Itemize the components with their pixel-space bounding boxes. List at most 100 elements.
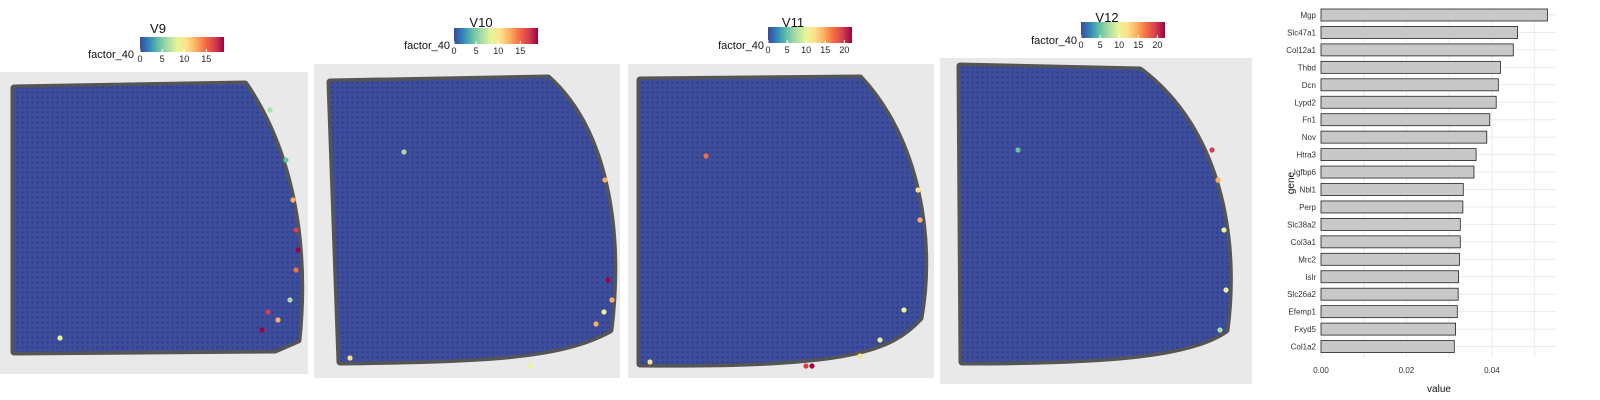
spot-grid — [640, 78, 925, 365]
hot-spot — [401, 149, 407, 155]
bar — [1320, 113, 1491, 127]
panel-v11: V11 factor_40 0 5 10 15 20 — [628, 15, 934, 378]
colorbar-tick-label: 5 — [1098, 40, 1103, 50]
hot-spot — [1015, 147, 1021, 153]
spot-grid — [14, 84, 301, 352]
y-tick-label: Slc38a2 — [1287, 220, 1316, 229]
bar — [1320, 200, 1464, 214]
colorbar-legend: 0 5 10 15 20 — [765, 27, 852, 55]
panel-title: V10 — [469, 15, 492, 30]
hot-spot — [293, 227, 299, 233]
bar — [1320, 43, 1514, 57]
y-axis-label: gene — [1286, 171, 1297, 194]
hot-spot — [265, 309, 271, 315]
hot-spot — [901, 307, 907, 313]
gene-loading-bar-chart: Mgp Slc47a1 Col12a1 Thbd Dcn Lypd2 Fn1 Nov Htra3… — [1286, 8, 1556, 395]
colorbar-tick-label: 10 — [1114, 40, 1124, 50]
hot-spot — [287, 297, 293, 303]
colorbar-tick-label: 20 — [1152, 40, 1162, 50]
colorbar-legend: 0 5 10 15 20 — [1078, 22, 1165, 50]
bar — [1320, 322, 1456, 336]
spot-grid — [330, 78, 614, 362]
bar — [1320, 252, 1460, 266]
y-tick-label: Lypd2 — [1295, 98, 1317, 107]
y-tick-label: Col12a1 — [1286, 46, 1316, 55]
hot-spot — [1221, 227, 1227, 233]
hot-spot — [283, 157, 289, 163]
hot-spot — [259, 327, 265, 333]
hot-spot — [1217, 327, 1223, 333]
bar — [1320, 287, 1459, 301]
tissue-slice — [628, 64, 934, 378]
bar — [1320, 235, 1461, 249]
colorbar-tick-label: 0 — [1078, 40, 1083, 50]
hot-spot — [593, 321, 599, 327]
y-tick-label: Perp — [1299, 203, 1316, 212]
hot-spot — [857, 353, 863, 359]
x-axis-label: value — [1427, 384, 1451, 395]
hot-spot — [602, 177, 608, 183]
colorbar-tick-label: 15 — [201, 54, 211, 64]
tissue-slice — [0, 72, 308, 374]
panel-title: V9 — [150, 21, 166, 36]
x-tick-labels: 0.00 0.02 0.04 — [1313, 366, 1500, 375]
hot-spot — [647, 359, 653, 365]
bar — [1320, 165, 1475, 179]
y-tick-label: Col3a1 — [1291, 238, 1317, 247]
hot-spot — [809, 363, 815, 369]
y-tick-label: Slc26a2 — [1287, 290, 1316, 299]
colorbar-tick-label: 15 — [820, 45, 830, 55]
y-tick-label: Htra3 — [1296, 151, 1316, 160]
y-tick-label: Slc47a1 — [1287, 28, 1316, 37]
bars — [1320, 8, 1548, 353]
bar — [1320, 340, 1455, 353]
hot-spot — [267, 107, 273, 113]
hot-spot — [290, 197, 296, 203]
bar — [1320, 95, 1497, 109]
colorbar-tick-label: 0 — [765, 45, 770, 55]
bar — [1320, 8, 1548, 22]
colorbar-tick-label: 15 — [515, 46, 525, 56]
hot-spot — [295, 247, 301, 253]
hot-spot — [877, 337, 883, 343]
y-tick-label: Nbl1 — [1300, 186, 1317, 195]
hot-spot — [1209, 147, 1215, 153]
y-tick-label: Fn1 — [1302, 116, 1316, 125]
tissue-slice — [940, 58, 1252, 384]
colorbar — [1081, 22, 1165, 38]
bar — [1320, 270, 1459, 284]
legend-label: factor_40 — [1031, 35, 1077, 47]
colorbar-tick-label: 15 — [1133, 40, 1143, 50]
colorbar-legend: 0 5 10 15 — [137, 37, 224, 64]
tissue-slice — [314, 64, 620, 378]
colorbar-tick-label: 10 — [493, 46, 503, 56]
colorbar — [768, 27, 852, 43]
colorbar-tick-label: 5 — [160, 54, 165, 64]
hot-spot — [57, 335, 63, 341]
panel-v9: V9 factor_40 0 5 10 15 — [0, 21, 308, 374]
spot-grid — [960, 66, 1230, 362]
hot-spot — [917, 217, 923, 223]
y-tick-label: Efemp1 — [1288, 308, 1316, 317]
hot-spot — [293, 267, 299, 273]
colorbar-tick-label: 5 — [474, 46, 479, 56]
bar — [1320, 217, 1461, 231]
x-tick-label: 0.04 — [1484, 366, 1500, 375]
panel-title: V12 — [1095, 10, 1118, 25]
y-tick-label: Islr — [1305, 273, 1316, 282]
x-tick-label: 0.00 — [1313, 366, 1329, 375]
legend-label: factor_40 — [404, 40, 450, 52]
colorbar — [454, 28, 538, 44]
legend-label: factor_40 — [718, 40, 764, 52]
bar — [1320, 148, 1477, 162]
hot-spot — [915, 187, 921, 193]
bar — [1320, 26, 1518, 39]
colorbar-tick-label: 10 — [179, 54, 189, 64]
y-tick-labels: Mgp Slc47a1 Col12a1 Thbd Dcn Lypd2 Fn1 Nov Htra3… — [1286, 11, 1316, 352]
y-tick-label: Thbd — [1298, 63, 1316, 72]
y-tick-label: Mgp — [1300, 11, 1316, 20]
legend-label: factor_40 — [88, 49, 134, 61]
hot-spot — [1215, 177, 1221, 183]
panel-v10: V10 factor_40 0 5 10 15 — [314, 15, 620, 378]
y-tick-label: Col1a2 — [1291, 343, 1317, 352]
